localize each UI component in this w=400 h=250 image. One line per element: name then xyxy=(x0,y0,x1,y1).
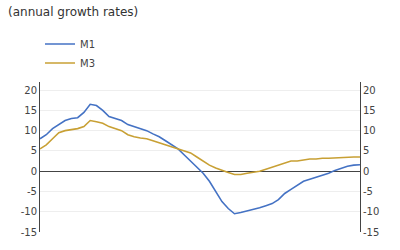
svg-text:0: 0 xyxy=(363,166,369,177)
svg-text:5: 5 xyxy=(31,145,37,156)
svg-text:-10: -10 xyxy=(21,206,37,217)
svg-text:(annual growth rates): (annual growth rates) xyxy=(8,5,138,19)
svg-text:15: 15 xyxy=(24,105,37,116)
svg-text:-5: -5 xyxy=(27,186,37,197)
svg-text:-15: -15 xyxy=(21,227,37,238)
svg-text:10: 10 xyxy=(363,125,376,136)
svg-text:5: 5 xyxy=(363,145,369,156)
svg-text:0: 0 xyxy=(31,166,37,177)
svg-text:M3: M3 xyxy=(80,58,95,69)
svg-text:M1: M1 xyxy=(80,39,95,50)
svg-text:10: 10 xyxy=(24,125,37,136)
svg-text:-15: -15 xyxy=(363,227,379,238)
svg-text:20: 20 xyxy=(363,85,376,96)
svg-text:15: 15 xyxy=(363,105,376,116)
svg-text:-5: -5 xyxy=(363,186,373,197)
svg-text:20: 20 xyxy=(24,85,37,96)
svg-text:-10: -10 xyxy=(363,206,379,217)
